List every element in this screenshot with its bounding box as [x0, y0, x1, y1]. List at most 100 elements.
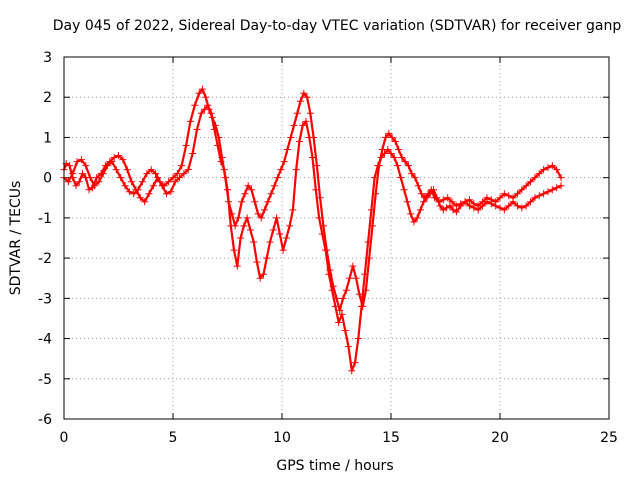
data-point: [286, 222, 294, 230]
data-point: [145, 190, 153, 198]
data-point: [509, 198, 517, 206]
data-point: [73, 158, 81, 166]
data-point: [250, 238, 258, 246]
data-point: [342, 286, 350, 294]
data-point: [176, 174, 184, 182]
data-point: [115, 152, 122, 160]
data-point: [141, 198, 149, 206]
data-point: [391, 137, 399, 145]
data-point: [82, 162, 90, 170]
data-point: [215, 133, 223, 141]
data-point: [197, 109, 205, 117]
data-point: [557, 182, 565, 190]
data-point: [233, 262, 241, 270]
data-point: [398, 154, 406, 162]
data-point: [218, 154, 226, 162]
data-point: [531, 194, 539, 202]
y-tick-label: 3: [43, 50, 52, 66]
data-point: [355, 290, 363, 298]
data-point: [544, 188, 552, 196]
chart-title: Day 045 of 2022, Sidereal Day-to-day VTE…: [53, 18, 622, 34]
data-point: [531, 174, 539, 182]
data-point: [72, 182, 80, 190]
data-point: [297, 97, 305, 105]
data-point: [143, 170, 151, 178]
data-point: [408, 170, 416, 178]
y-tick-label: 2: [43, 90, 52, 106]
data-point: [382, 133, 390, 141]
data-point: [152, 170, 160, 178]
data-point: [326, 266, 334, 274]
data-point: [540, 190, 548, 198]
series-2: [60, 85, 565, 314]
data-point: [416, 206, 424, 214]
data-point: [266, 238, 274, 246]
data-point: [372, 190, 380, 198]
data-point: [241, 190, 249, 198]
ticks-layer: [63, 56, 610, 420]
data-point: [505, 202, 513, 210]
data-point: [439, 196, 447, 204]
y-tick-label: -1: [38, 211, 52, 227]
data-point: [117, 174, 125, 182]
data-point: [64, 178, 72, 186]
data-point: [246, 226, 254, 234]
data-point: [338, 310, 346, 318]
data-point: [292, 166, 300, 174]
data-point: [544, 164, 552, 172]
data-point: [65, 162, 73, 170]
data-point: [446, 202, 454, 210]
data-point: [368, 222, 376, 230]
data-point: [186, 117, 194, 125]
data-point: [385, 129, 393, 137]
data-point: [269, 226, 277, 234]
series-layer: [60, 85, 565, 375]
data-point: [339, 294, 347, 302]
data-point: [553, 184, 561, 192]
data-point: [167, 188, 175, 196]
data-point: [303, 93, 311, 101]
data-point: [261, 206, 269, 214]
data-point: [121, 182, 129, 190]
data-point: [180, 170, 188, 178]
data-point: [452, 202, 460, 210]
data-point: [267, 190, 275, 198]
data-point: [259, 270, 267, 278]
data-point: [264, 198, 272, 206]
data-point: [293, 109, 301, 117]
data-point: [344, 343, 352, 351]
data-point: [444, 194, 452, 202]
y-tick-label: -4: [38, 332, 52, 348]
data-point: [522, 202, 530, 210]
data-point: [283, 146, 291, 154]
data-point: [165, 178, 173, 186]
x-tick-label: 10: [273, 430, 291, 446]
data-point: [513, 190, 521, 198]
data-point: [212, 121, 220, 129]
data-point: [335, 318, 343, 326]
data-point: [198, 85, 206, 93]
data-point: [263, 254, 271, 262]
series-line: [62, 104, 563, 372]
x-axis-label: GPS time / hours: [276, 458, 393, 474]
data-point: [420, 198, 428, 206]
data-point: [93, 174, 101, 182]
data-point: [410, 218, 418, 226]
data-point: [518, 204, 526, 212]
data-point: [274, 174, 282, 182]
data-point: [119, 156, 127, 164]
data-point: [548, 162, 556, 170]
data-point: [436, 202, 444, 210]
data-point: [395, 146, 403, 154]
y-tick-label: -6: [38, 412, 52, 428]
data-point: [302, 117, 310, 125]
data-point: [500, 190, 508, 198]
x-tick-label: 25: [600, 430, 618, 446]
data-point: [388, 133, 396, 141]
data-point: [411, 174, 419, 182]
data-point: [359, 302, 367, 310]
data-point: [375, 162, 383, 170]
data-point: [254, 210, 262, 218]
data-point: [403, 198, 411, 206]
data-point: [173, 170, 181, 178]
